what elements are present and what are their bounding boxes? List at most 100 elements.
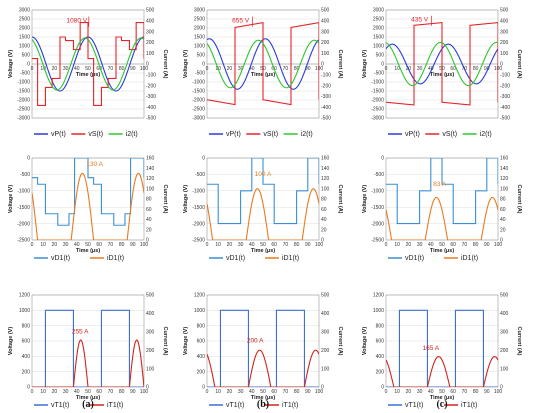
y-tick-label: 800 <box>376 323 385 329</box>
x-tick-label: 10 <box>215 242 221 248</box>
series-vd1t <box>32 158 144 226</box>
chart-a2: -2500-2000-1500-1000-5000020406080100120… <box>8 156 168 262</box>
y2-tick-label: 100 <box>146 366 155 372</box>
y2-tick-label: 120 <box>500 176 509 182</box>
x-tick-label: 80 <box>294 66 300 72</box>
chart-b1: -3000-2500-2000-1500-1000-50005001000150… <box>183 8 343 138</box>
y-tick-label: 2000 <box>373 26 384 32</box>
x-tick-label: 50 <box>85 242 91 248</box>
x-tick-label: 40 <box>428 242 434 248</box>
x-tick-label: 90 <box>305 389 311 395</box>
y-tick-label: -500 <box>374 172 384 178</box>
y2-tick-label: 0 <box>321 385 324 391</box>
y-tick-label: -500 <box>20 71 30 77</box>
x-axis-label: Time (μs) <box>430 248 455 254</box>
x-tick-label: 50 <box>260 242 266 248</box>
series-id1t <box>32 172 144 240</box>
y-tick-label: 1000 <box>194 44 205 50</box>
y-tick-label: -1000 <box>192 80 205 86</box>
x-tick-label: 30 <box>417 389 423 395</box>
y2-tick-label: 400 <box>321 19 330 25</box>
legend-label: iD1(t) <box>282 255 299 262</box>
y2-tick-label: -100 <box>146 73 156 79</box>
x-tick-label: 10 <box>394 66 400 72</box>
x-tick-label: 90 <box>130 389 136 395</box>
series-id1t <box>386 196 498 240</box>
x-tick-label: 100 <box>140 66 149 72</box>
y2-tick-label: 500 <box>500 293 509 299</box>
y-tick-label: 1000 <box>373 308 384 314</box>
y2-tick-label: -300 <box>500 94 510 100</box>
y-tick-label: -2000 <box>371 221 384 227</box>
x-tick-label: 0 <box>206 242 209 248</box>
x-tick-label: 20 <box>227 66 233 72</box>
y-axis-label: Voltage (V) <box>8 327 14 355</box>
y-tick-label: -500 <box>195 71 205 77</box>
legend-label: iD1(t) <box>461 255 478 262</box>
series-it1t <box>207 349 319 387</box>
y-tick-label: 0 <box>202 385 205 391</box>
y-tick-label: -1500 <box>371 205 384 211</box>
legend-label: vD1(t) <box>405 255 424 262</box>
series-vst <box>32 22 144 106</box>
y2-tick-label: 0 <box>500 62 503 68</box>
x-tick-label: 40 <box>428 66 434 72</box>
x-tick-label: 60 <box>271 242 277 248</box>
y2-tick-label: 80 <box>321 197 327 203</box>
series-id1t <box>207 188 319 240</box>
y2-tick-label: 0 <box>146 385 149 391</box>
x-tick-label: 80 <box>119 242 125 248</box>
legend-label: i2(t) <box>126 131 138 138</box>
y2-tick-label: 100 <box>321 186 330 192</box>
x-tick-label: 40 <box>74 389 80 395</box>
y-tick-label: 1000 <box>19 308 30 314</box>
legend-label: vS(t) <box>442 131 457 138</box>
y-tick-label: 600 <box>197 339 206 345</box>
y-tick-label: 3000 <box>194 8 205 14</box>
y2-tick-label: 100 <box>500 186 509 192</box>
y-tick-label: -1000 <box>192 189 205 195</box>
y-tick-label: 0 <box>381 156 384 162</box>
y2-tick-label: 80 <box>500 197 506 203</box>
x-tick-label: 30 <box>417 66 423 72</box>
y-tick-label: -2000 <box>192 221 205 227</box>
y2-tick-label: 0 <box>500 385 503 391</box>
y-tick-label: -500 <box>20 172 30 178</box>
x-tick-label: 20 <box>52 389 58 395</box>
y-tick-label: -2000 <box>192 98 205 104</box>
x-tick-label: 30 <box>63 66 69 72</box>
x-tick-label: 40 <box>74 66 80 72</box>
y-tick-label: 0 <box>27 156 30 162</box>
x-tick-label: 60 <box>450 242 456 248</box>
y-tick-label: 400 <box>197 354 206 360</box>
y2-tick-label: 120 <box>146 176 155 182</box>
y2-tick-label: 100 <box>500 366 509 372</box>
y2-tick-label: 140 <box>500 166 509 172</box>
y-tick-label: 2000 <box>19 26 30 32</box>
y-tick-label: -2000 <box>17 98 30 104</box>
series-it1t <box>32 339 144 387</box>
y-axis-label: Voltage (V) <box>183 327 189 355</box>
y-tick-label: -3000 <box>192 116 205 122</box>
series-it1t <box>386 356 498 387</box>
peak-annotation: 435 V <box>411 17 429 24</box>
y2-tick-label: 0 <box>146 238 149 244</box>
legend-label: i2(t) <box>480 131 492 138</box>
chart-b2: -2500-2000-1500-1000-5000020406080100120… <box>183 156 343 262</box>
x-tick-label: 70 <box>108 66 114 72</box>
x-tick-label: 40 <box>428 389 434 395</box>
y-tick-label: -500 <box>374 71 384 77</box>
y2-tick-label: -300 <box>146 94 156 100</box>
y-tick-label: 2500 <box>373 17 384 23</box>
y2-tick-label: 500 <box>321 293 330 299</box>
y-tick-label: -1000 <box>371 189 384 195</box>
x-tick-label: 70 <box>283 242 289 248</box>
y2-axis-label: Current (A) <box>337 49 343 78</box>
y2-axis-label: Current (A) <box>516 184 522 213</box>
x-tick-label: 80 <box>294 389 300 395</box>
y2-tick-label: -400 <box>321 105 331 111</box>
y-tick-label: 0 <box>202 156 205 162</box>
y2-tick-label: 300 <box>500 330 509 336</box>
